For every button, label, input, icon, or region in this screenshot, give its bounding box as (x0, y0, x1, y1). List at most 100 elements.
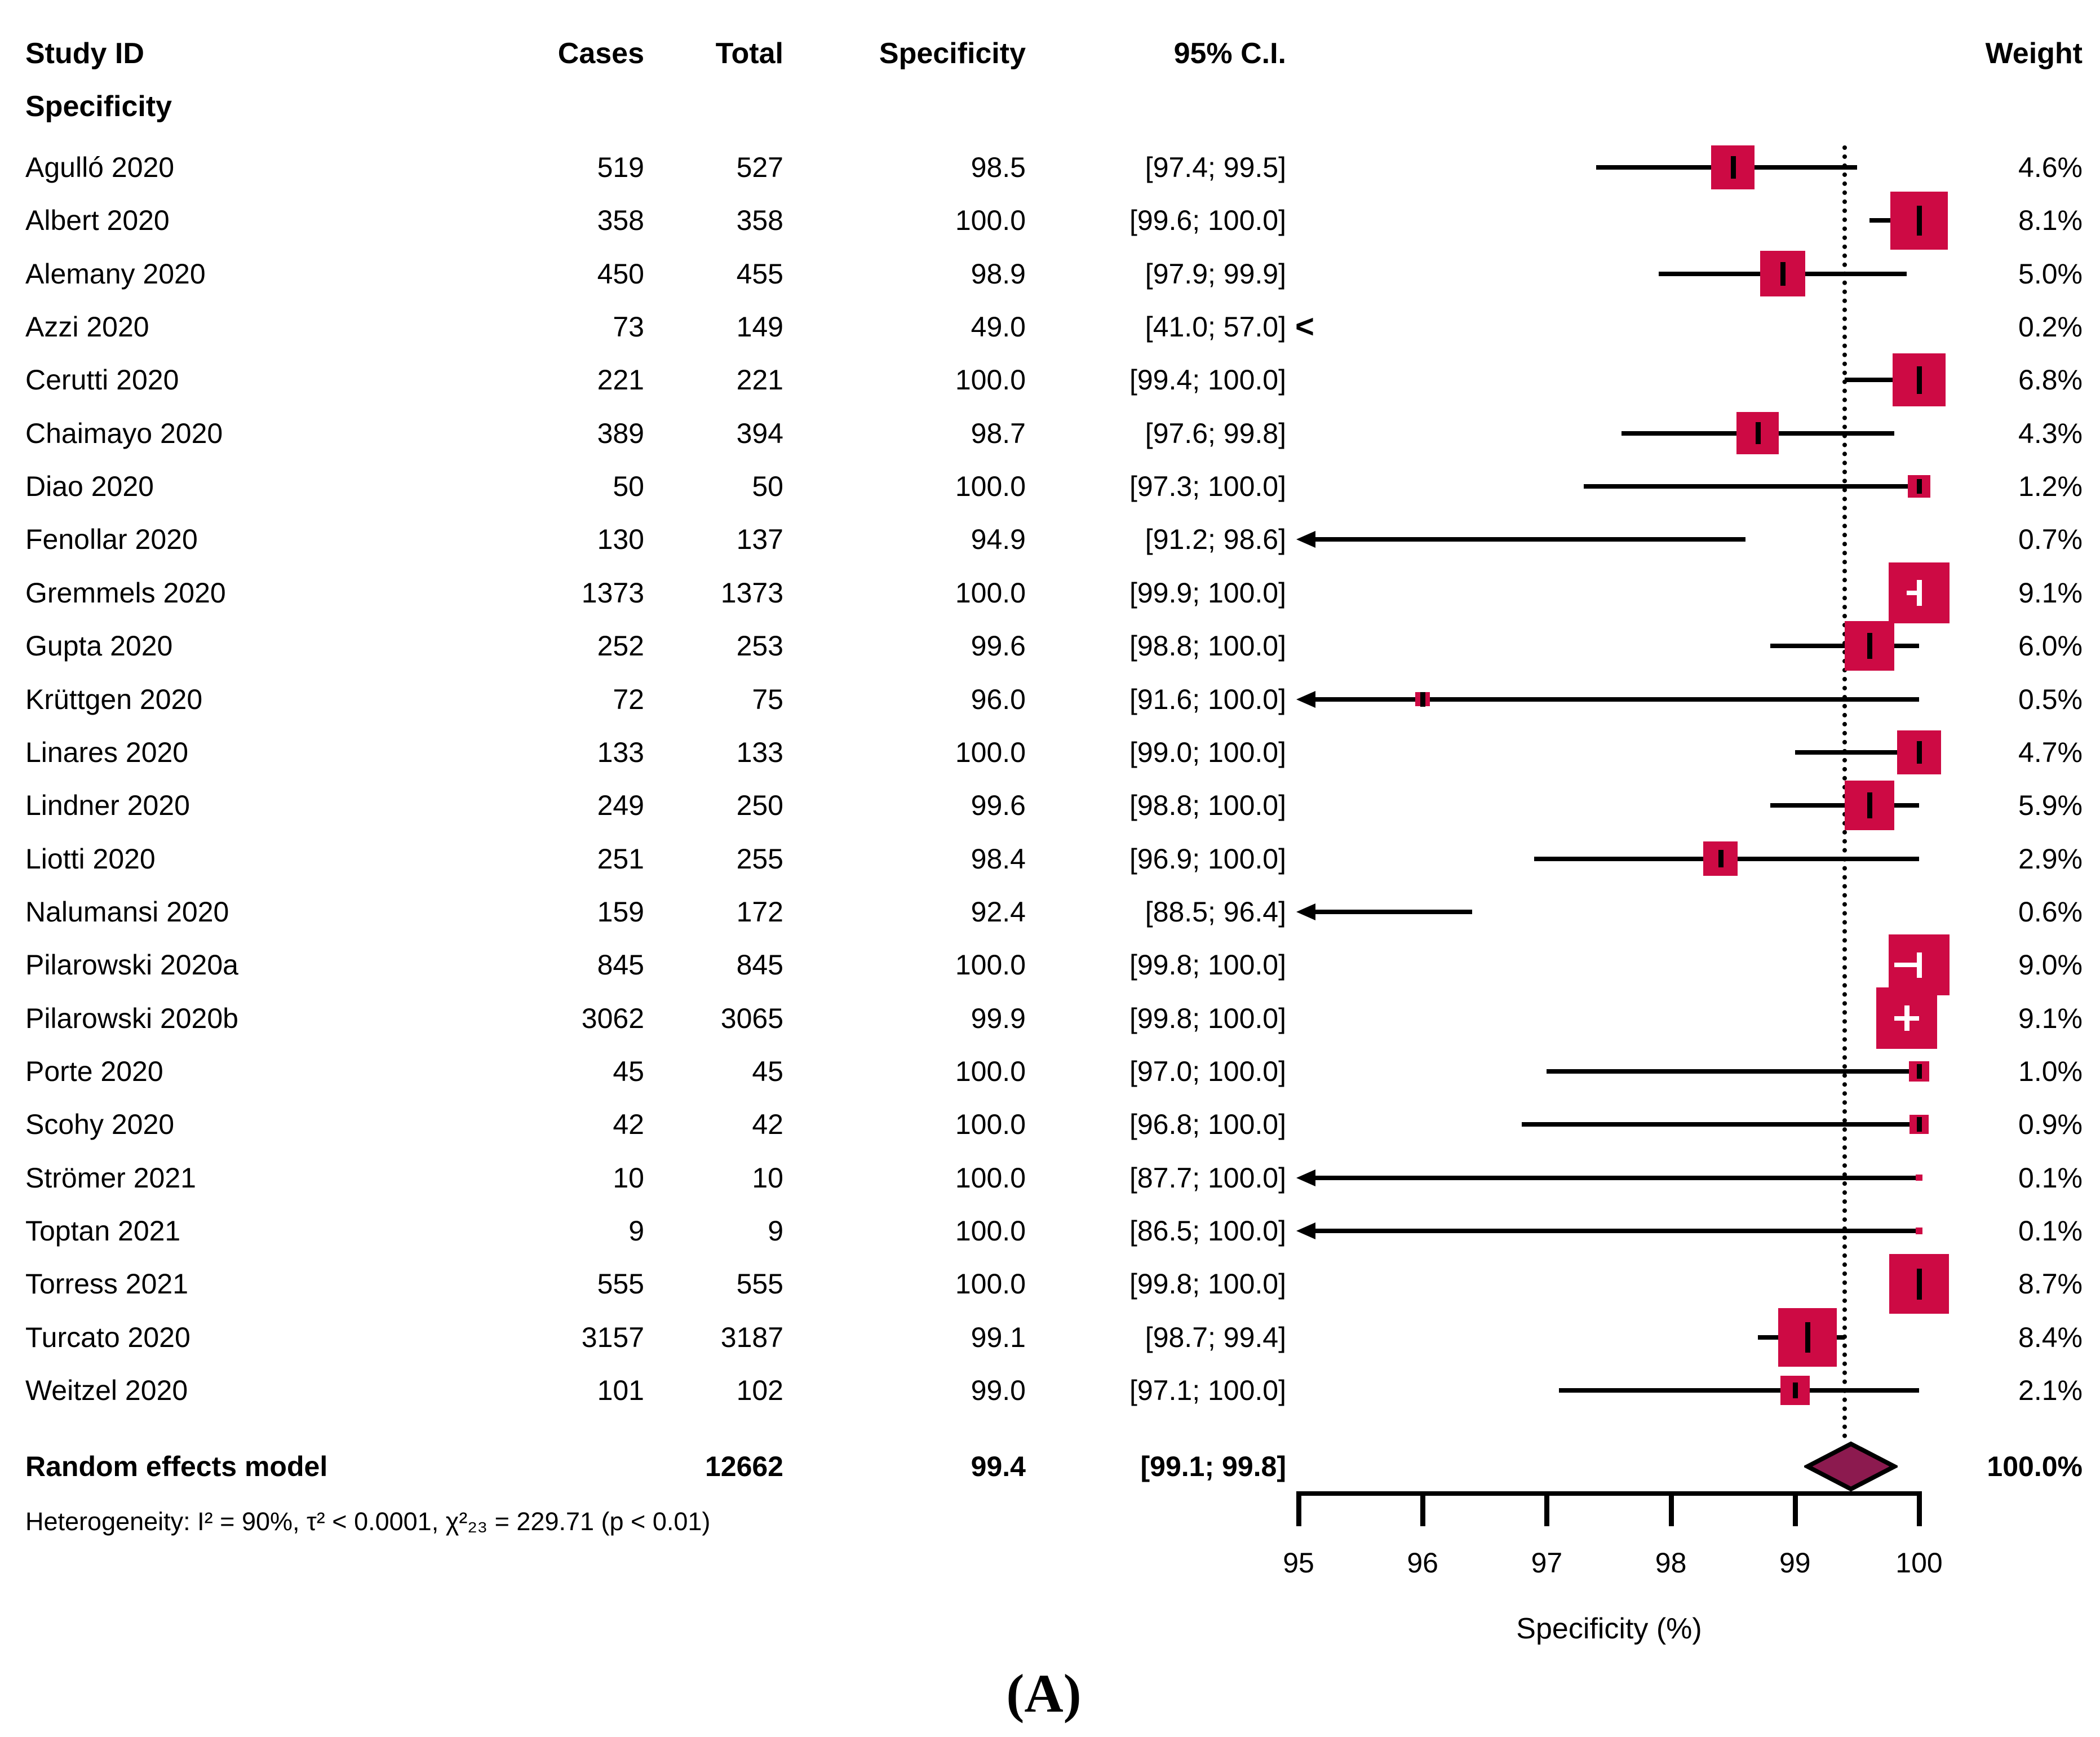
weight-cell: 2.9% (2018, 843, 2083, 875)
ci-line (1596, 165, 1857, 170)
cases-cell: 249 (597, 790, 644, 822)
point-estimate-tick (1718, 849, 1724, 868)
cases-cell: 450 (597, 258, 644, 290)
point-estimate-tick (1730, 156, 1736, 179)
study-id-cell: Fenollar 2020 (25, 524, 198, 556)
study-id-cell: Cerutti 2020 (25, 364, 179, 396)
cases-cell: 3157 (581, 1321, 644, 1353)
col-header-specificity: Specificity (879, 37, 1026, 70)
point-estimate-tick (1755, 422, 1761, 445)
weight-cell: 1.2% (2018, 471, 2083, 503)
specificity-cell: 100.0 (955, 471, 1026, 503)
study-id-cell: Gupta 2020 (25, 630, 173, 662)
study-id-cell: Strömer 2021 (25, 1162, 196, 1194)
cases-cell: 101 (597, 1375, 644, 1407)
study-id-cell: Linares 2020 (25, 736, 189, 768)
cases-cell: 73 (613, 311, 644, 343)
total-cell: 555 (736, 1268, 783, 1300)
ci-arrow-left (1296, 1169, 1315, 1186)
specificity-cell: 99.1 (971, 1321, 1026, 1353)
total-cell: 50 (752, 471, 783, 503)
specificity-cell: 100.0 (955, 1162, 1026, 1194)
study-id-cell: Torress 2021 (25, 1268, 189, 1300)
specificity-cell: 98.4 (971, 843, 1026, 875)
ci-line (1312, 909, 1473, 914)
cases-cell: 555 (597, 1268, 644, 1300)
study-id-cell: Albert 2020 (25, 205, 170, 237)
cases-cell: 389 (597, 417, 644, 449)
weight-cell: 5.9% (2018, 790, 2083, 822)
x-axis-label: Specificity (%) (1516, 1612, 1702, 1645)
ci-cell: [87.7; 100.0] (1129, 1162, 1286, 1194)
ci-line (1312, 537, 1745, 542)
ci-line (1757, 1335, 1845, 1340)
weight-cell: 4.6% (2018, 152, 2083, 183)
x-axis-tick-label: 95 (1283, 1547, 1314, 1579)
specificity-cell: 94.9 (971, 524, 1026, 556)
ci-cell: [99.6; 100.0] (1129, 205, 1286, 237)
point-estimate-tick (1780, 262, 1786, 286)
specificity-cell: 99.9 (971, 1002, 1026, 1034)
total-cell: 253 (736, 630, 783, 662)
study-id-cell: Weitzel 2020 (25, 1375, 188, 1407)
cases-cell: 519 (597, 152, 644, 183)
col-header-study: Study ID (25, 37, 144, 70)
ci-cell: [86.5; 100.0] (1129, 1215, 1286, 1247)
pooled-ci: [99.1; 99.8] (1140, 1451, 1286, 1482)
specificity-cell: 99.6 (971, 630, 1026, 662)
pooled-label: Random effects model (25, 1451, 328, 1482)
weight-square (1780, 1375, 1810, 1406)
total-cell: 149 (736, 311, 783, 343)
ci-arrow-left (1296, 903, 1315, 920)
specificity-cell: 100.0 (955, 577, 1026, 609)
weight-cell: 9.1% (2018, 1002, 2083, 1034)
weight-cell: 8.1% (2018, 205, 2083, 237)
cases-cell: 251 (597, 843, 644, 875)
study-id-cell: Pilarowski 2020b (25, 1002, 238, 1034)
pooled-total: 12662 (705, 1451, 783, 1482)
ci-cell: [98.8; 100.0] (1129, 790, 1286, 822)
cases-cell: 72 (613, 683, 644, 715)
cases-cell: 159 (597, 896, 644, 928)
col-header-cases: Cases (557, 37, 644, 70)
study-id-cell: Toptan 2021 (25, 1215, 181, 1247)
weight-cell: 1.0% (2018, 1055, 2083, 1087)
study-id-cell: Lindner 2020 (25, 790, 190, 822)
x-axis-tick-label: 97 (1531, 1547, 1563, 1579)
cases-cell: 3062 (581, 1002, 644, 1034)
total-cell: 1373 (720, 577, 783, 609)
specificity-cell: 100.0 (955, 1268, 1026, 1300)
ci-cell: [99.8; 100.0] (1129, 1002, 1286, 1034)
ci-cell: [41.0; 57.0] (1145, 311, 1286, 343)
weight-cell: 4.3% (2018, 417, 2083, 449)
total-cell: 133 (736, 736, 783, 768)
pooled-reference-line (1842, 145, 1847, 1439)
total-cell: 3187 (720, 1321, 783, 1353)
x-axis-tick-label: 98 (1655, 1547, 1687, 1579)
x-axis-tick (1792, 1491, 1798, 1526)
total-cell: 102 (736, 1375, 783, 1407)
ci-arrow-left (1296, 531, 1315, 548)
pooled-specificity: 99.4 (971, 1451, 1026, 1482)
ci-cell: [97.6; 99.8] (1145, 417, 1286, 449)
col-header-total: Total (715, 37, 783, 70)
ci-cell: [98.7; 99.4] (1145, 1321, 1286, 1353)
total-cell: 221 (736, 364, 783, 396)
specificity-cell: 99.6 (971, 790, 1026, 822)
x-axis-tick (1668, 1491, 1674, 1526)
total-cell: 255 (736, 843, 783, 875)
weight-square (1703, 841, 1738, 876)
specificity-cell: 99.0 (971, 1375, 1026, 1407)
study-id-cell: Turcato 2020 (25, 1321, 190, 1353)
total-cell: 75 (752, 683, 783, 715)
specificity-cell: 100.0 (955, 1109, 1026, 1141)
ci-line (1312, 697, 1919, 702)
total-cell: 527 (736, 152, 783, 183)
cases-cell: 10 (613, 1162, 644, 1194)
total-cell: 455 (736, 258, 783, 290)
ci-cell: [96.8; 100.0] (1129, 1109, 1286, 1141)
specificity-cell: 98.5 (971, 152, 1026, 183)
pooled-weight: 100.0% (1987, 1451, 2083, 1482)
weight-cell: 0.5% (2018, 683, 2083, 715)
weight-cell: 5.0% (2018, 258, 2083, 290)
